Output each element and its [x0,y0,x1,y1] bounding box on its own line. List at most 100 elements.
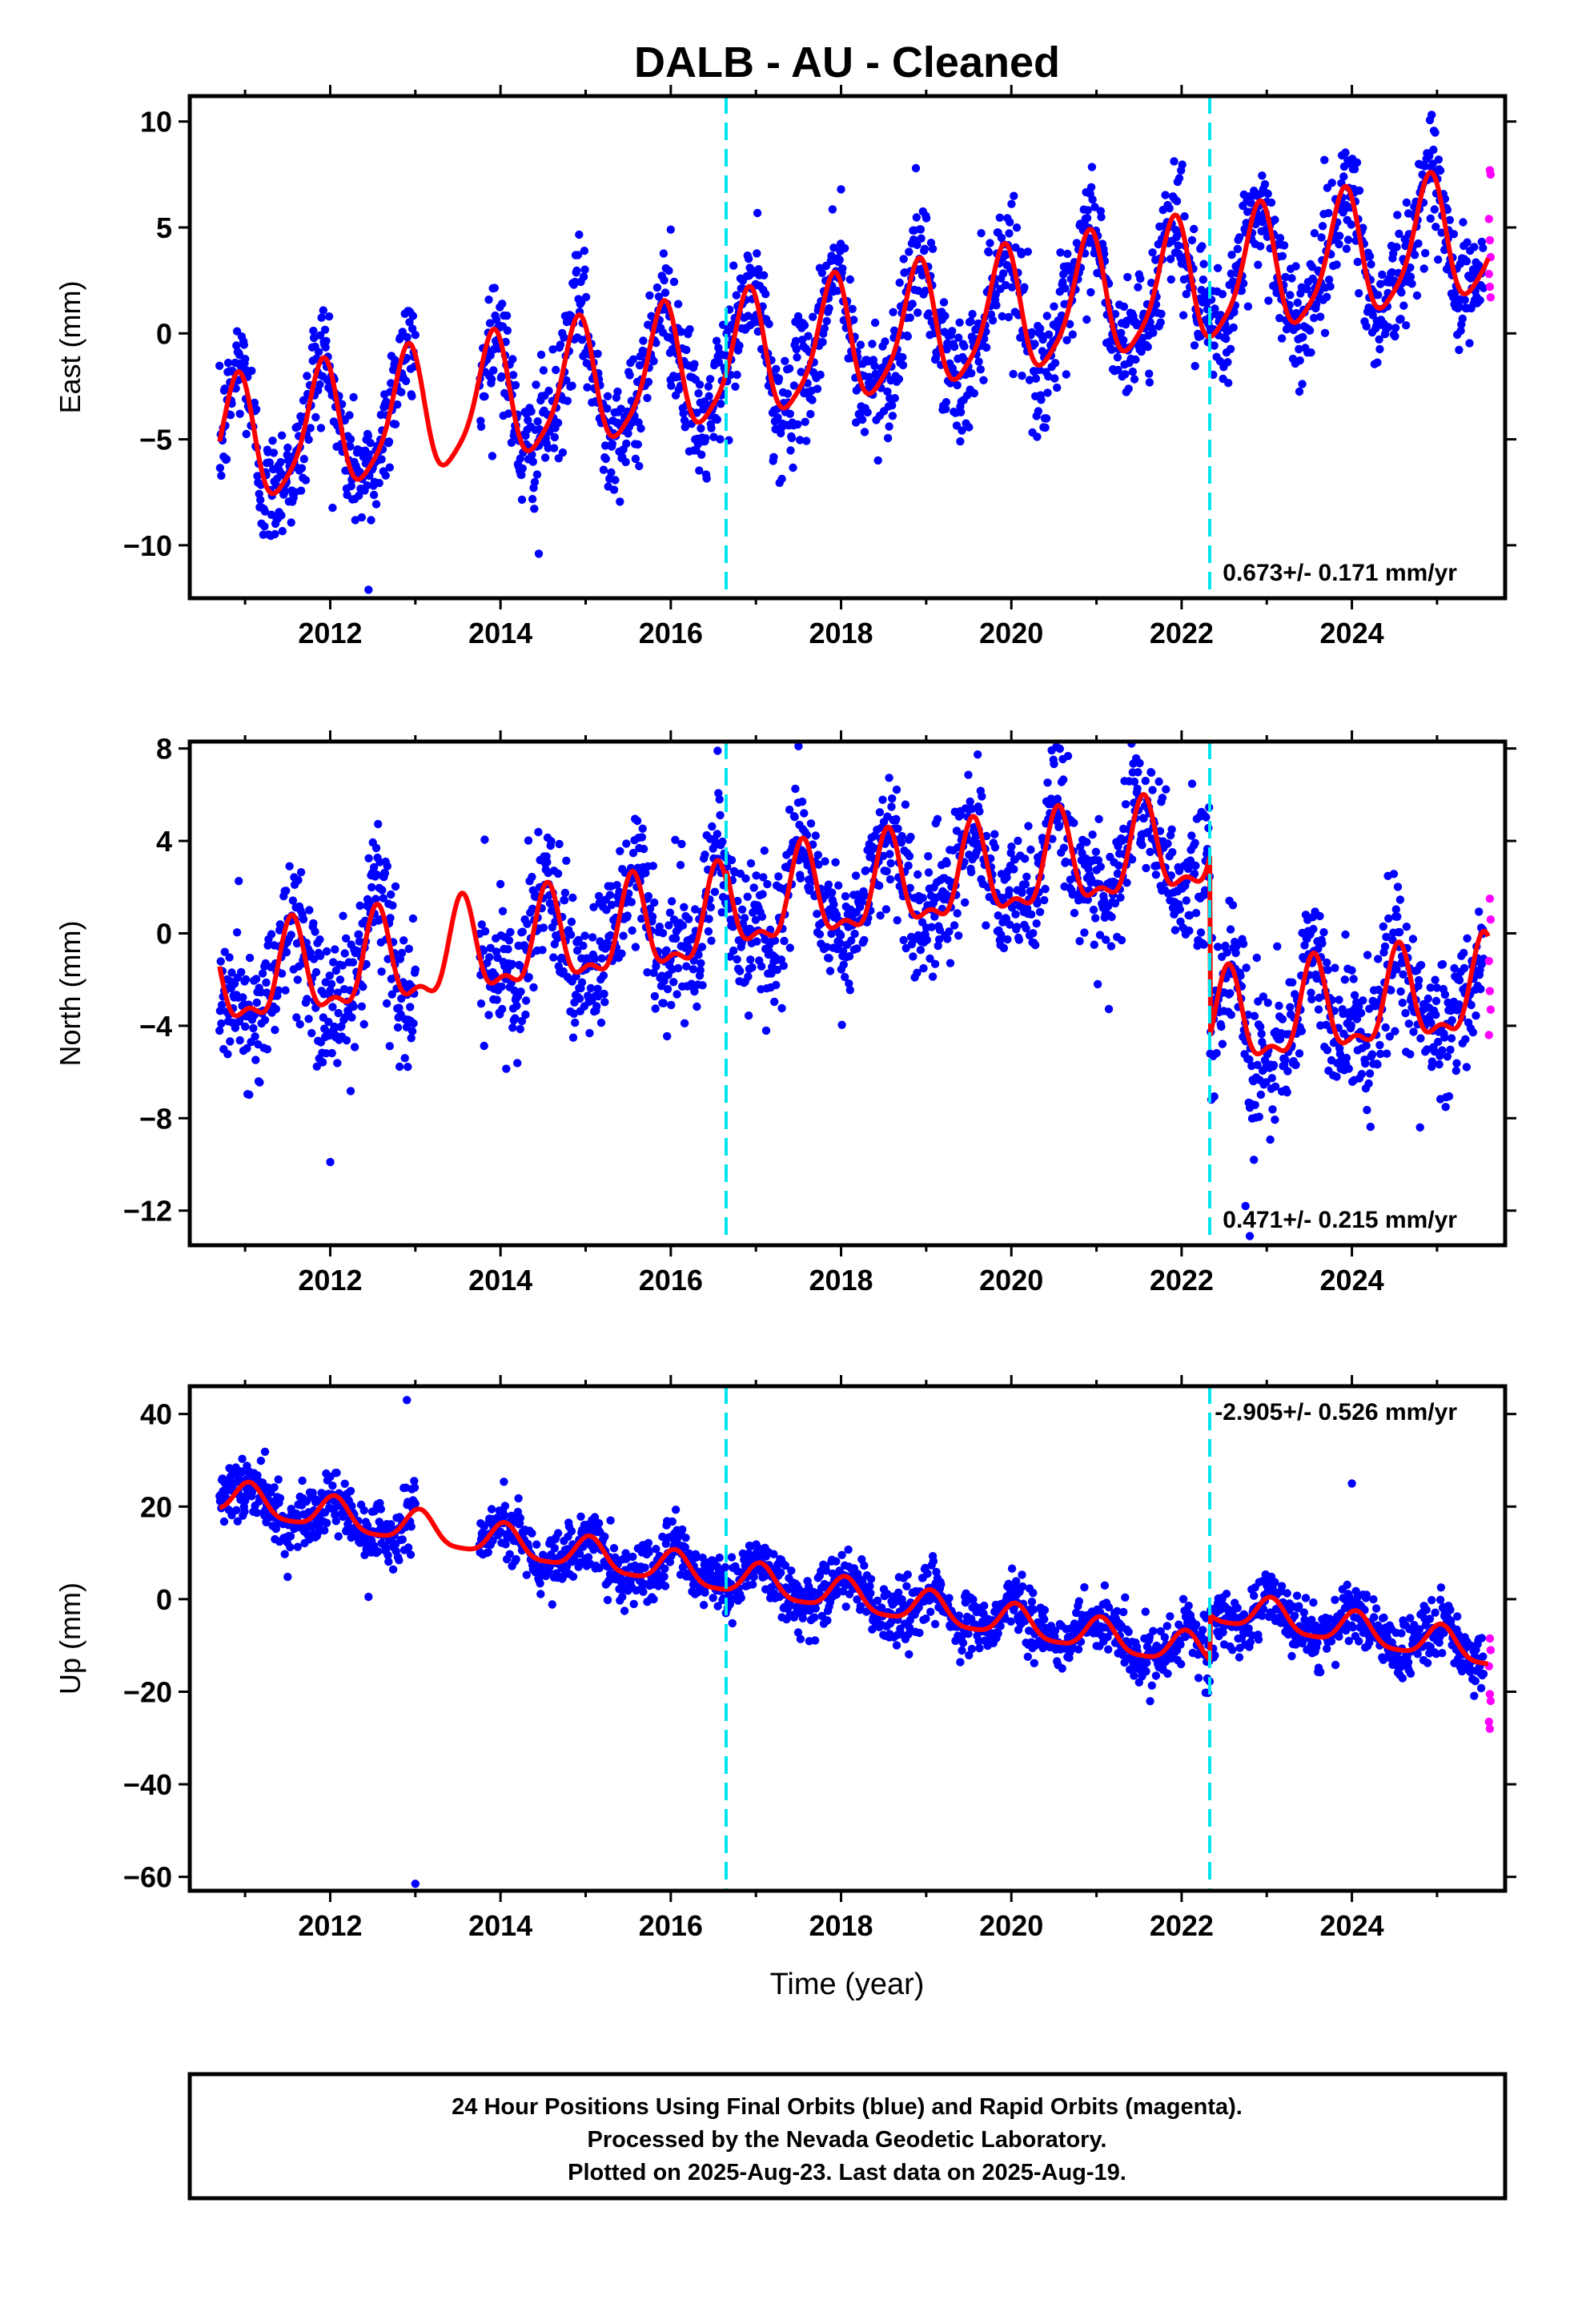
north-data-point [340,949,349,958]
east-data-point [835,255,844,264]
east-data-point [1222,334,1231,344]
east-data-point [603,392,612,400]
north-model-curve [217,792,1491,1056]
east-data-point [393,400,402,409]
east-data-point [1298,380,1307,388]
east-data-point [316,424,326,432]
east-data-point [822,316,831,326]
north-data-point [892,814,901,823]
north-data-point [904,861,913,870]
up-data-point [501,1540,510,1549]
east-data-point [979,376,988,384]
up-data-point [487,1505,496,1514]
north-data-point [1427,1019,1435,1027]
north-data-point [1151,870,1161,879]
east-data-point [1182,290,1191,299]
east-data-point [1166,255,1175,263]
north-data-point [785,943,794,952]
east-x-tick-label: 2012 [298,617,362,649]
east-data-point [1427,111,1436,119]
north-data-point [350,1043,359,1051]
north-data-point [239,993,247,1002]
east-data-point [385,463,394,472]
east-data-point [1378,270,1387,279]
east-data-point [1066,320,1074,328]
east-data-point [984,247,994,257]
north-data-point [1154,777,1163,786]
north-data-point [1295,1049,1304,1058]
east-data-point [1324,275,1334,284]
east-data-point [1123,272,1132,282]
east-data-point [549,444,559,452]
east-data-point [644,377,653,387]
up-data-point [584,1553,593,1562]
east-data-point [1258,218,1267,227]
north-data-point [334,1008,343,1018]
north-data-point [1331,963,1339,972]
east-data-point [280,486,289,496]
up-data-point [320,1526,329,1535]
north-data-point [881,905,891,914]
north-data-point [529,983,538,992]
up-data-point [685,1549,694,1558]
east-data-point [544,386,553,396]
east-data-point [889,308,897,316]
north-data-point [306,948,315,957]
east-data-point [1307,348,1315,357]
east-data-point [278,527,287,536]
north-data-point [780,936,789,946]
east-data-point [528,457,537,466]
east-data-point [888,412,897,420]
east-data-point [785,409,794,418]
north-data-point [1395,895,1405,904]
north-data-point [1168,848,1177,857]
up-data-point [649,1594,658,1604]
north-data-point [333,1059,342,1068]
east-data-point [948,327,957,336]
east-data-point [793,420,802,429]
north-data-point [292,1013,301,1022]
east-data-point [1037,396,1046,404]
east-data-point [1062,370,1071,379]
north-data-point [263,941,272,950]
east-data-point [988,316,998,325]
east-data-point [507,438,516,447]
east-data-point [583,383,592,392]
east-data-point [622,439,631,448]
up-data-point [219,1517,229,1526]
north-data-point [961,898,970,907]
north-data-point [359,1019,368,1029]
east-data-point [1347,220,1356,229]
north-data-point [1392,965,1401,974]
east-data-point [705,375,715,384]
up-data-point [668,1517,677,1526]
north-data-point [648,912,657,921]
east-data-point [856,340,865,349]
up-data-point [484,1548,492,1557]
north-data-point [1291,1060,1300,1070]
east-data-point [1012,223,1022,232]
up-data-point [240,1507,249,1516]
up-data-point [332,1468,341,1478]
north-data-point [600,998,609,1007]
north-data-point [411,965,420,975]
north-data-point [1396,987,1405,996]
north-data-point [825,967,835,975]
east-data-point [1191,361,1199,371]
east-model-curve [217,170,1491,497]
north-data-point [946,959,955,967]
north-data-point [639,844,648,854]
north-data-point [905,851,914,861]
north-data-point [705,915,713,923]
north-y-tick-label: 0 [156,917,172,950]
up-data-point [286,1542,295,1552]
east-data-point [1230,308,1239,316]
north-data-point [327,1048,336,1058]
east-data-point [958,426,966,435]
east-data-point [297,464,307,472]
east-data-point [1434,255,1443,264]
north-data-point [1399,970,1407,979]
north-data-point [369,862,379,872]
north-data-point [385,1042,394,1051]
north-data-point [994,911,1002,920]
